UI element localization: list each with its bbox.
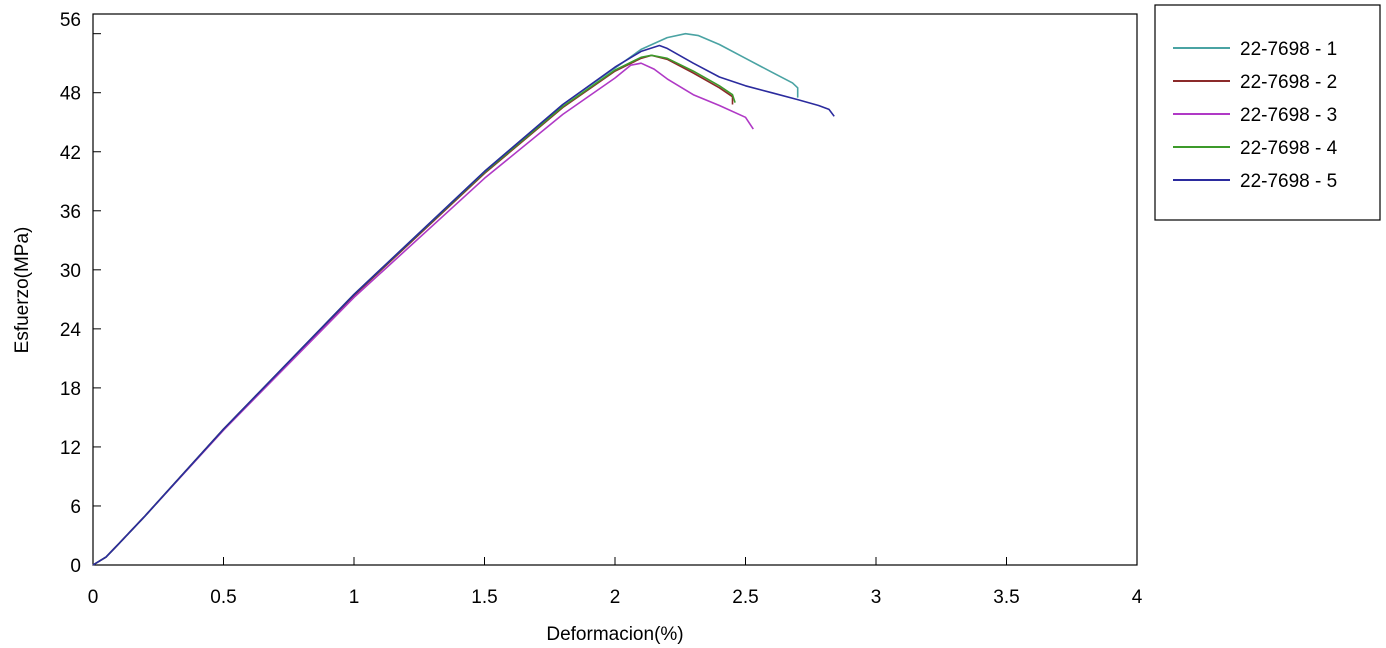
legend: 22-7698 - 1 22-7698 - 2 22-7698 - 3 22-7698… [1154, 4, 1381, 221]
y-axis: 0 6 12 18 24 30 36 42 48 56 [60, 10, 101, 577]
legend-label-4: 22-7698 - 4 [1240, 138, 1338, 159]
x-tick-label: 3.5 [993, 587, 1019, 608]
legend-label-5: 22-7698 - 5 [1240, 171, 1337, 192]
x-axis: 0 0.5 1 1.5 2 2.5 3 3.5 4 [88, 557, 1143, 608]
legend-box [1154, 4, 1381, 221]
x-tick-label: 1.5 [471, 587, 497, 608]
y-tick-label: 0 [70, 556, 81, 577]
plot-area [92, 13, 1138, 566]
legend-items: 22-7698 - 1 22-7698 - 2 22-7698 - 3 22-7698… [1173, 39, 1338, 192]
x-tick-label: 3 [871, 587, 882, 608]
series-line-5 [92, 44, 835, 566]
legend-label-2: 22-7698 - 2 [1240, 72, 1337, 93]
legend-label-3: 22-7698 - 3 [1240, 105, 1337, 126]
x-tick-label: 0.5 [210, 587, 236, 608]
x-tick-label: 4 [1132, 587, 1143, 608]
x-tick-label: 2.5 [732, 587, 758, 608]
y-tick-label: 30 [60, 261, 81, 282]
y-tick-label: 18 [60, 379, 81, 400]
y-tick-label: 6 [70, 497, 81, 518]
y-tick-label: 24 [60, 320, 82, 341]
x-axis-title: Deformacion(%) [546, 624, 683, 645]
y-tick-label: 56 [60, 10, 81, 31]
legend-label-1: 22-7698 - 1 [1240, 39, 1337, 60]
y-axis-title: Esfuerzo(MPa) [12, 227, 33, 354]
y-tick-label: 12 [60, 438, 81, 459]
x-tick-label: 1 [349, 587, 360, 608]
y-tick-label: 36 [60, 202, 81, 223]
y-tick-label: 48 [60, 84, 81, 105]
x-tick-label: 0 [88, 587, 99, 608]
x-tick-label: 2 [610, 587, 621, 608]
y-tick-label: 42 [60, 143, 81, 164]
series-layer [92, 32, 835, 566]
